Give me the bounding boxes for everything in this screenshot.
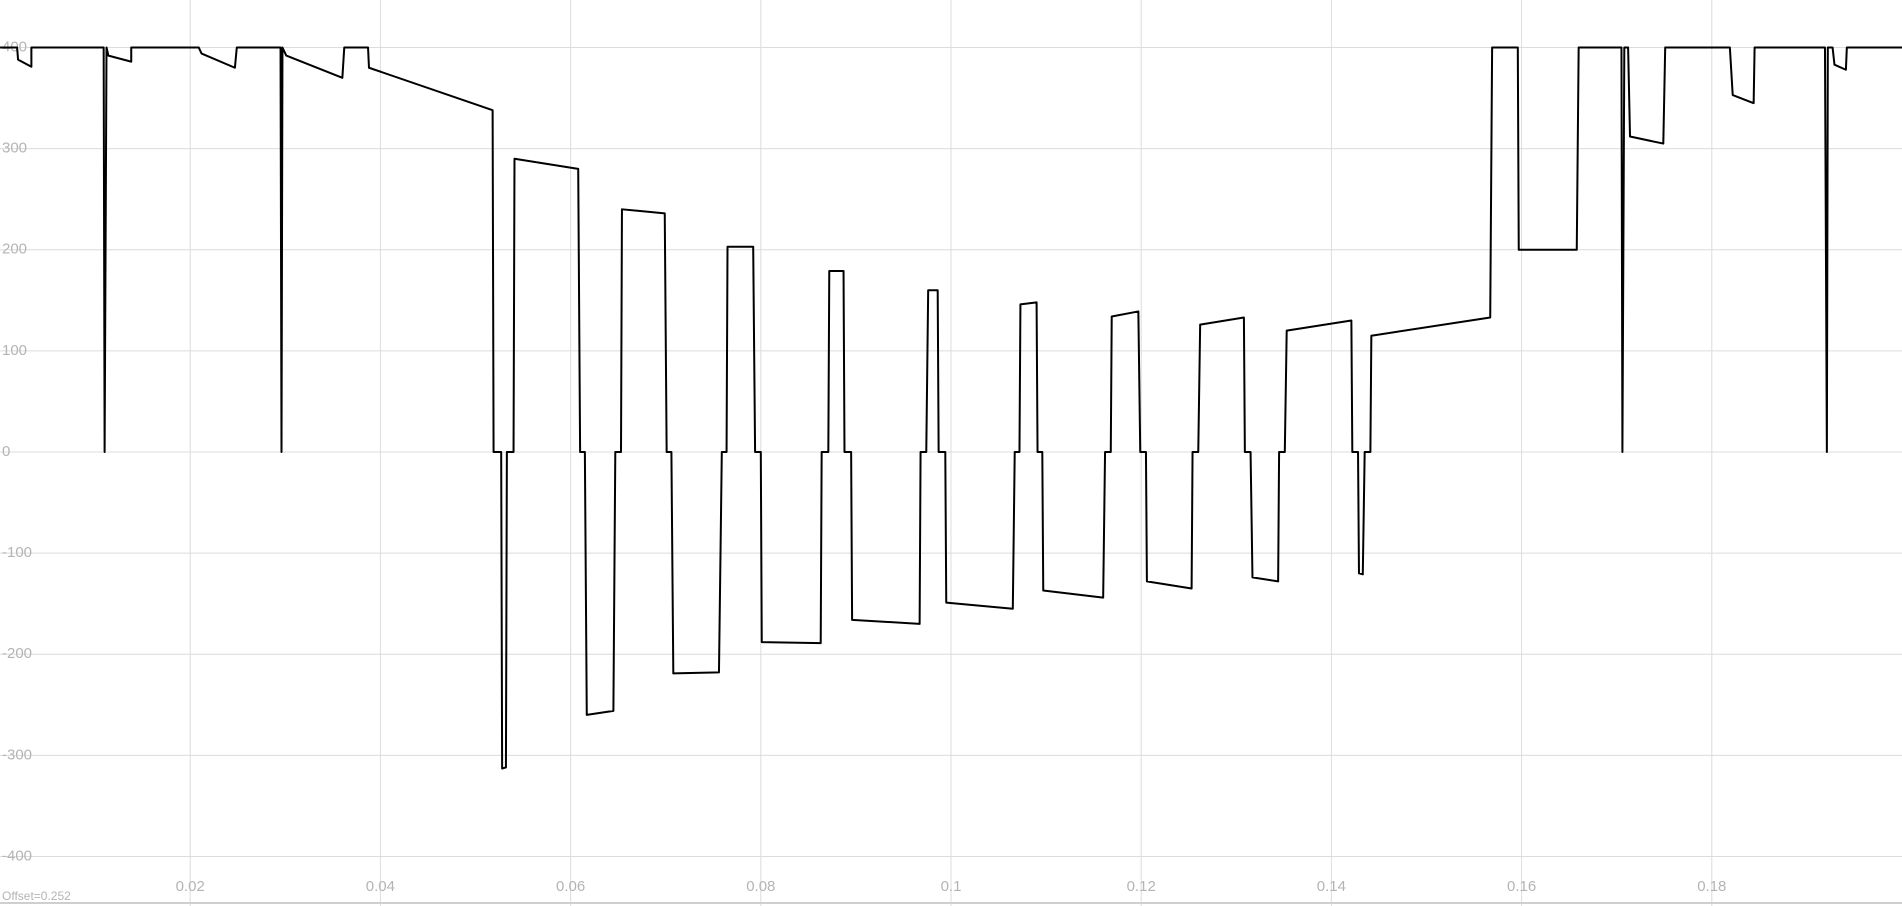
y-tick-label: 200 [2,241,27,258]
x-tick-label: 0.04 [366,878,395,895]
y-tick-label: -200 [2,645,32,662]
x-tick-label: 0.08 [746,878,775,895]
x-tick-label: 0.12 [1127,878,1156,895]
x-tick-label: 0.18 [1697,878,1726,895]
y-tick-label: -300 [2,746,32,763]
y-tick-label: -400 [2,847,32,864]
y-tick-label: 300 [2,140,27,157]
x-tick-label: 0.02 [176,878,205,895]
offset-label: Offset=0.252 [2,889,71,903]
y-tick-label: 0 [2,443,10,460]
x-tick-label: 0.16 [1507,878,1536,895]
x-tick-label: 0.06 [556,878,585,895]
data-line [0,46,1902,770]
x-tick-label: 0.1 [941,878,962,895]
x-tick-label: 0.14 [1317,878,1346,895]
y-tick-label: 100 [2,342,27,359]
y-tick-label: -100 [2,544,32,561]
